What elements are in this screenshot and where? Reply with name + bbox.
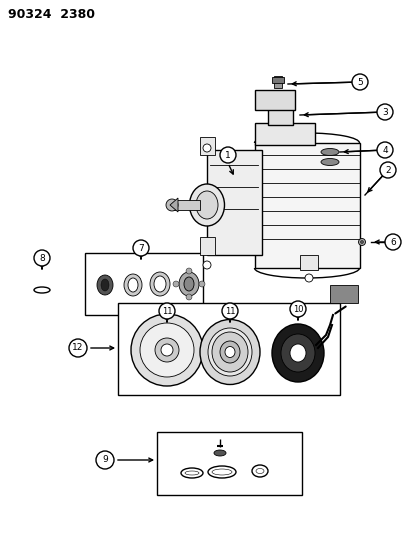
Ellipse shape [289,344,305,362]
Text: 1: 1 [225,150,230,159]
Bar [199,137,214,155]
Text: 9: 9 [102,456,108,464]
Circle shape [133,240,149,256]
Circle shape [131,314,202,386]
Ellipse shape [150,272,170,296]
Ellipse shape [320,158,338,166]
Circle shape [202,261,211,269]
Bar [329,285,357,303]
Text: 5: 5 [356,77,362,86]
Bar [254,123,314,145]
Text: 7: 7 [138,244,144,253]
Text: 8: 8 [39,254,45,262]
Ellipse shape [358,238,365,246]
Bar [254,90,294,110]
Text: 4: 4 [381,146,387,155]
Circle shape [376,104,392,120]
Circle shape [159,303,175,319]
Ellipse shape [195,191,218,219]
Text: 12: 12 [72,343,83,352]
Ellipse shape [185,294,192,300]
Ellipse shape [211,332,247,372]
Ellipse shape [185,268,192,274]
Circle shape [221,303,237,319]
Circle shape [304,274,312,282]
Circle shape [202,144,211,152]
Circle shape [161,344,173,356]
Bar [299,255,317,270]
Ellipse shape [154,276,166,292]
Circle shape [140,323,194,377]
Circle shape [154,338,178,362]
Text: 11: 11 [224,306,235,316]
Text: 90324  2380: 90324 2380 [8,8,95,21]
Ellipse shape [97,275,113,295]
Circle shape [384,234,400,250]
Circle shape [34,250,50,266]
Bar [199,237,214,255]
Ellipse shape [271,324,323,382]
Circle shape [289,301,305,317]
Ellipse shape [360,240,363,244]
Ellipse shape [214,450,225,456]
Bar [206,150,261,255]
Ellipse shape [183,277,194,291]
Bar [157,432,301,495]
Ellipse shape [101,279,109,291]
Ellipse shape [199,319,259,384]
Circle shape [96,451,114,469]
Bar [273,76,281,88]
Ellipse shape [189,184,224,226]
Bar [267,100,292,125]
Circle shape [376,142,392,158]
Bar [271,77,283,83]
Bar [118,303,339,395]
Polygon shape [170,198,178,212]
Ellipse shape [320,149,338,156]
Bar [170,200,199,210]
Ellipse shape [166,199,178,211]
Circle shape [351,74,367,90]
Circle shape [69,339,87,357]
Text: 10: 10 [292,304,302,313]
Bar [85,253,202,315]
Ellipse shape [124,274,142,296]
Text: 2: 2 [384,166,390,174]
Text: 11: 11 [161,306,172,316]
Circle shape [379,162,395,178]
Text: 3: 3 [381,108,387,117]
Ellipse shape [219,341,240,363]
Text: 6: 6 [389,238,395,246]
Bar [254,143,359,268]
Ellipse shape [178,272,199,296]
Ellipse shape [173,281,178,287]
Ellipse shape [207,328,252,376]
FancyArrowPatch shape [335,306,345,313]
Ellipse shape [280,334,314,372]
Ellipse shape [199,281,204,287]
Circle shape [219,147,235,163]
Ellipse shape [224,346,235,358]
Ellipse shape [128,278,138,292]
